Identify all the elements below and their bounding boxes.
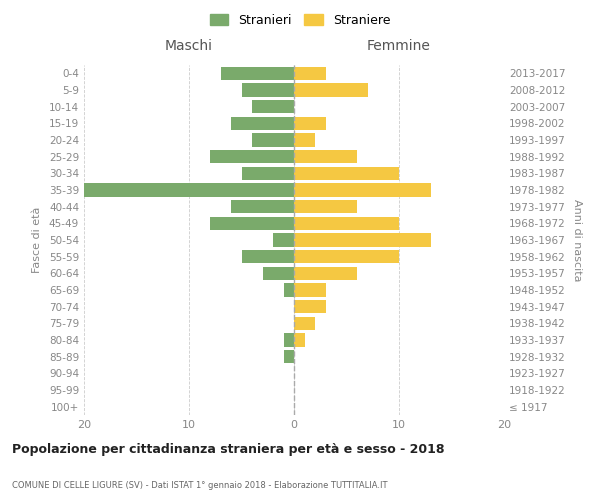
Bar: [294, 234, 431, 246]
Bar: [231, 116, 294, 130]
Bar: [294, 200, 357, 213]
Bar: [252, 134, 294, 146]
Text: Maschi: Maschi: [165, 40, 213, 54]
Bar: [284, 350, 294, 364]
Bar: [252, 100, 294, 114]
Bar: [231, 200, 294, 213]
Bar: [294, 266, 357, 280]
Bar: [294, 134, 315, 146]
Bar: [210, 216, 294, 230]
Bar: [284, 334, 294, 346]
Bar: [294, 300, 325, 314]
Bar: [273, 234, 294, 246]
Text: Femmine: Femmine: [367, 40, 431, 54]
Bar: [294, 216, 399, 230]
Bar: [241, 250, 294, 264]
Bar: [294, 184, 431, 196]
Text: COMUNE DI CELLE LIGURE (SV) - Dati ISTAT 1° gennaio 2018 - Elaborazione TUTTITAL: COMUNE DI CELLE LIGURE (SV) - Dati ISTAT…: [12, 480, 388, 490]
Bar: [294, 150, 357, 164]
Bar: [294, 84, 367, 96]
Bar: [263, 266, 294, 280]
Bar: [84, 184, 294, 196]
Bar: [294, 166, 399, 180]
Bar: [294, 316, 315, 330]
Bar: [294, 116, 325, 130]
Bar: [294, 334, 305, 346]
Text: Popolazione per cittadinanza straniera per età e sesso - 2018: Popolazione per cittadinanza straniera p…: [12, 442, 445, 456]
Bar: [294, 250, 399, 264]
Bar: [221, 66, 294, 80]
Bar: [294, 284, 325, 296]
Bar: [294, 66, 325, 80]
Y-axis label: Fasce di età: Fasce di età: [32, 207, 42, 273]
Legend: Stranieri, Straniere: Stranieri, Straniere: [205, 8, 395, 32]
Bar: [210, 150, 294, 164]
Bar: [241, 84, 294, 96]
Y-axis label: Anni di nascita: Anni di nascita: [572, 198, 582, 281]
Bar: [284, 284, 294, 296]
Bar: [241, 166, 294, 180]
